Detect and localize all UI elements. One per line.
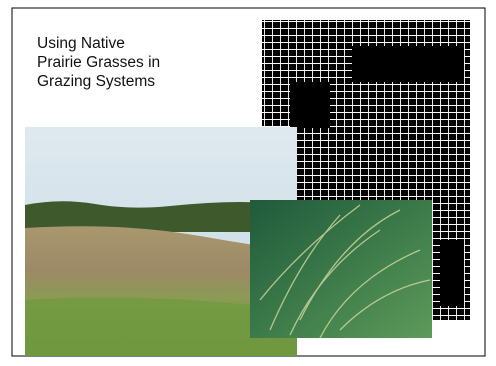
cover: Using Native Prairie Grasses in Grazing … bbox=[0, 0, 496, 366]
title-line: Prairie Grasses in bbox=[37, 54, 160, 71]
title: Using Native Prairie Grasses in Grazing … bbox=[37, 35, 160, 90]
page: {"title": {"lines": ["Using Native", "Pr… bbox=[0, 0, 496, 366]
title-line: Grazing Systems bbox=[37, 73, 155, 90]
title-line: Using Native bbox=[37, 35, 125, 52]
grass-photo bbox=[250, 200, 432, 338]
